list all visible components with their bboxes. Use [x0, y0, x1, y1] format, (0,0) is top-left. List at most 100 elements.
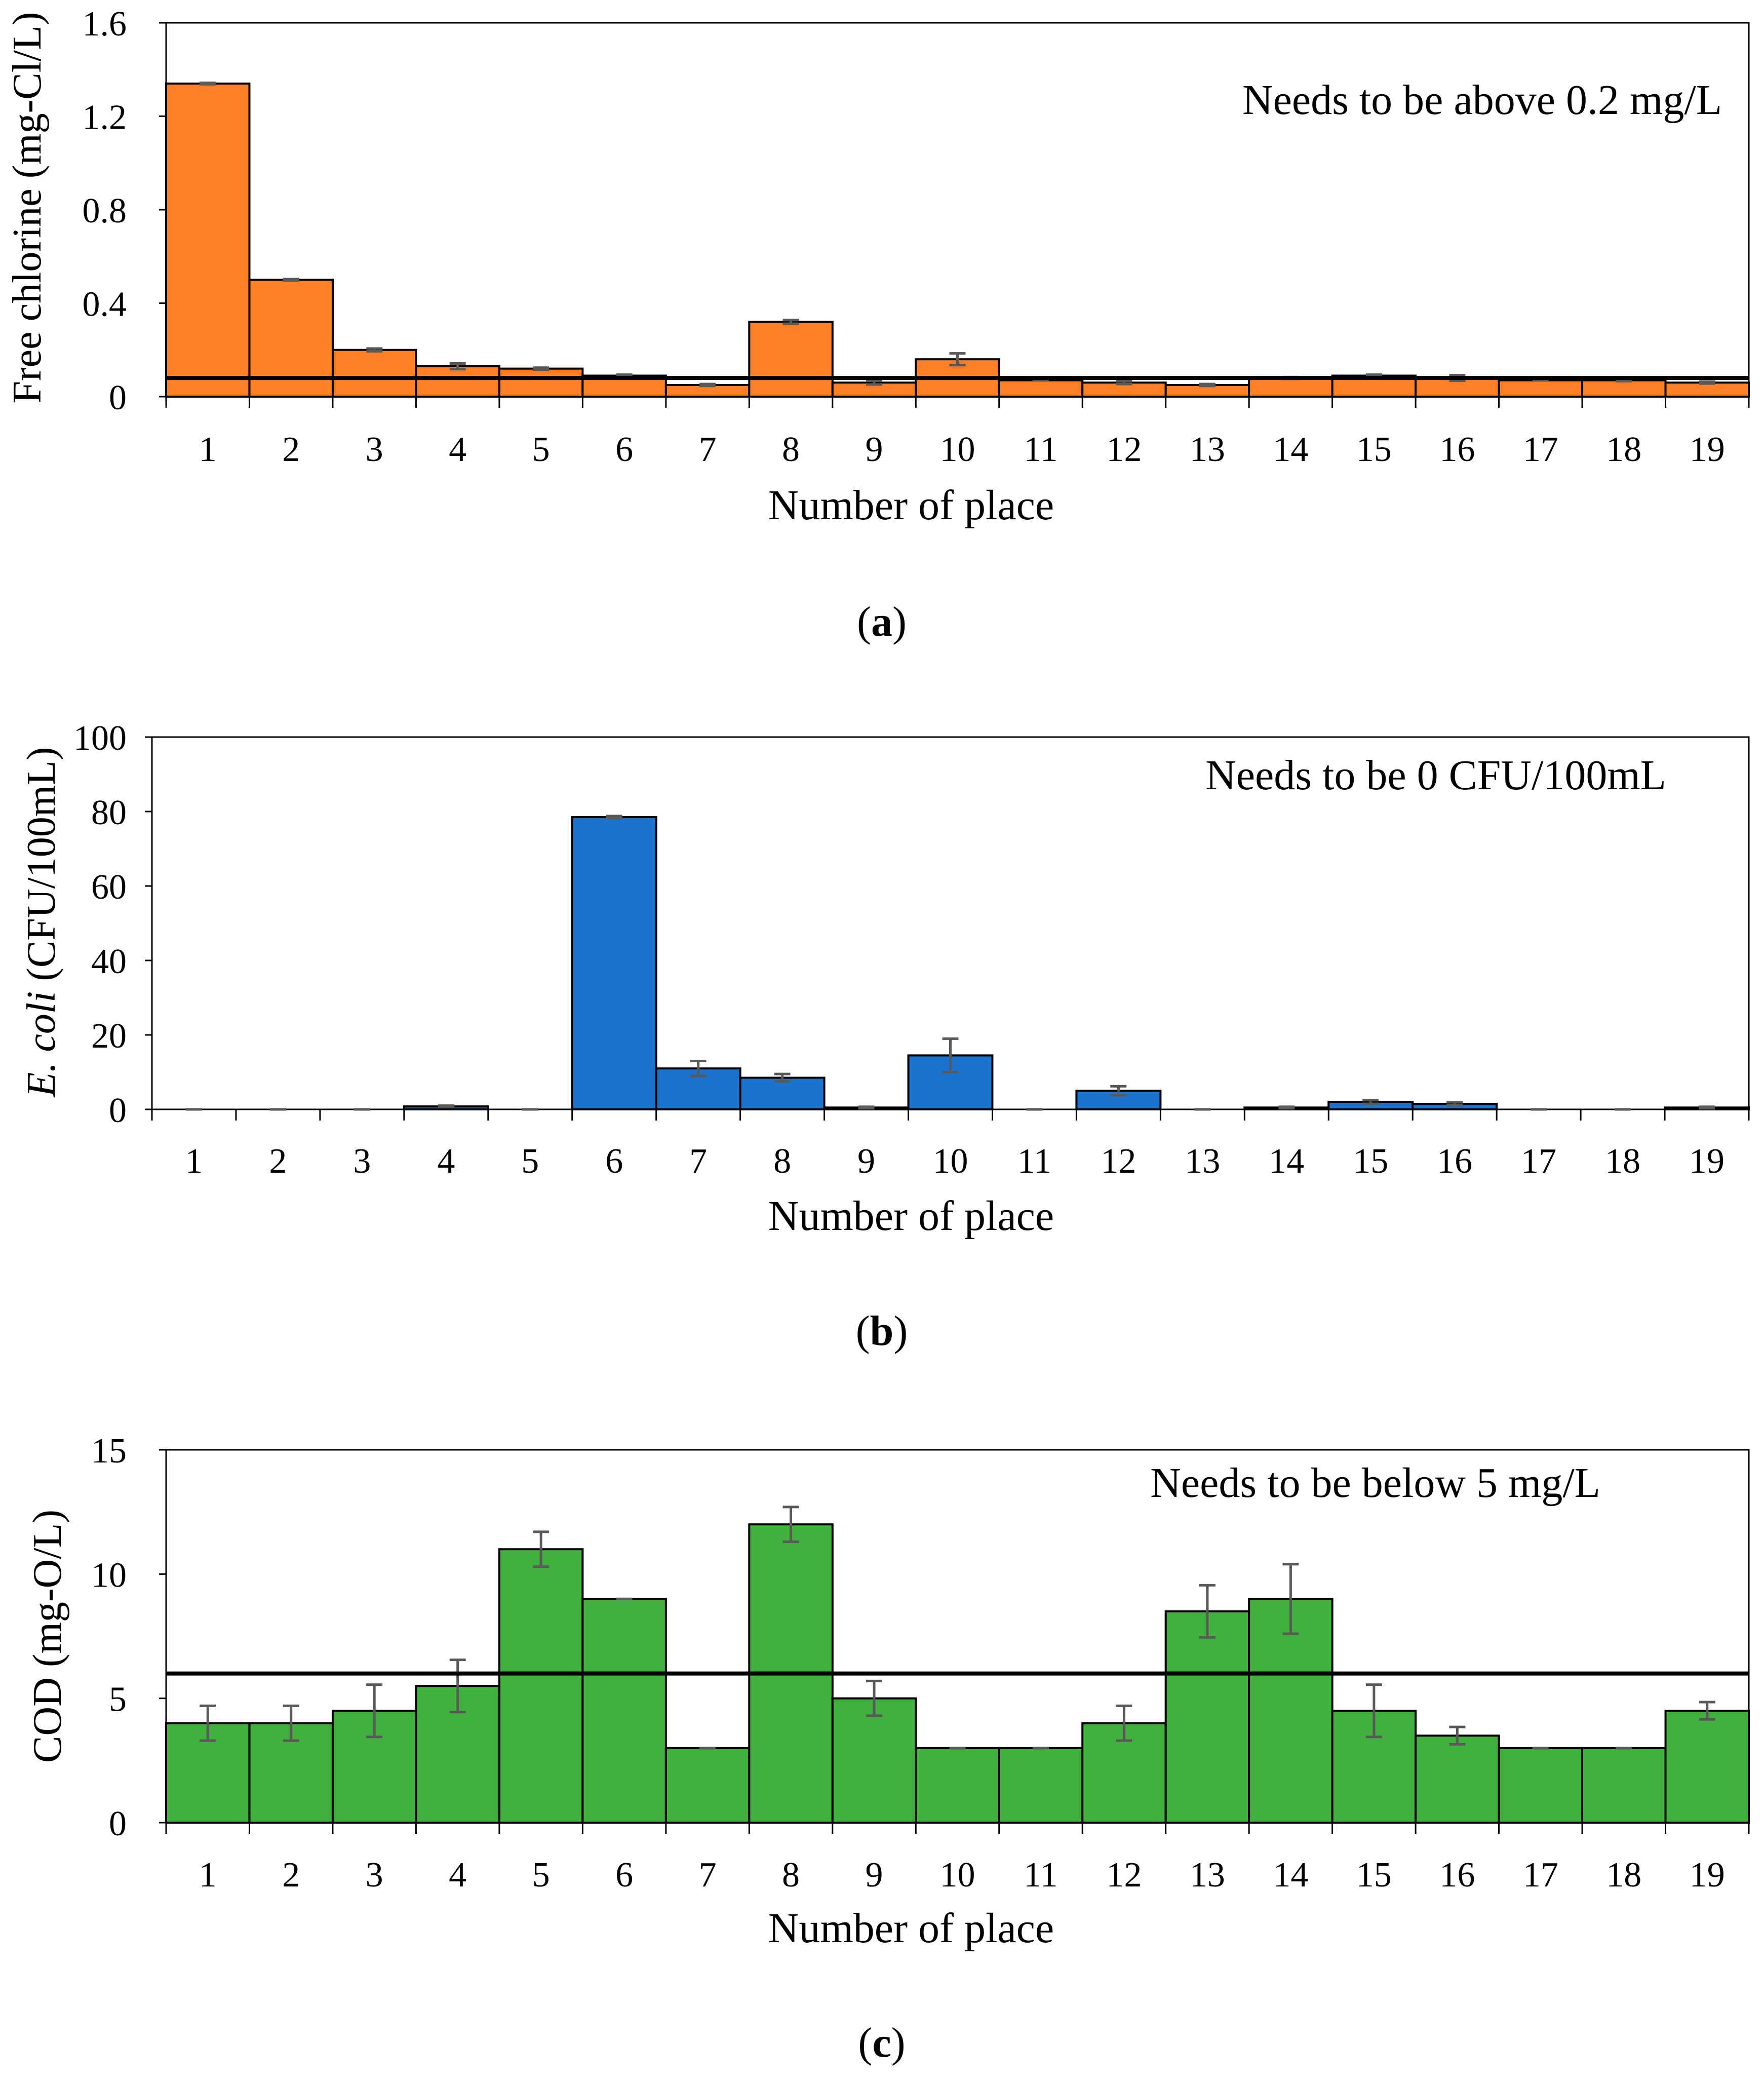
bar-16: [1415, 1734, 1500, 1824]
error-bar-19: [1699, 1105, 1715, 1110]
bar-17: [1498, 379, 1584, 398]
error-bar-15: [1362, 1099, 1379, 1105]
x-tick-label: 6: [615, 430, 633, 469]
panel-a-caption: (a): [857, 598, 907, 645]
error-bar-5: [533, 1530, 550, 1568]
error-bar-5: [533, 366, 550, 371]
error-bar-9: [866, 379, 883, 386]
error-bar-14: [1282, 1563, 1299, 1635]
error-bar-8: [774, 1072, 791, 1083]
x-tick-label: 13: [1185, 1142, 1220, 1181]
panel-b-bars: [403, 816, 1750, 1111]
x-tick-label: 5: [521, 1142, 539, 1181]
x-tick-label: 9: [857, 1142, 875, 1181]
error-bar-13: [1199, 1584, 1216, 1639]
x-tick-label: 16: [1439, 430, 1475, 469]
y-tick-label: 1.6: [83, 5, 127, 44]
panel-a-caption-letter: a: [871, 598, 892, 645]
bar-3: [331, 349, 417, 398]
error-bar-19: [1699, 380, 1715, 385]
x-tick-label: 10: [940, 1856, 975, 1895]
y-tick-label: 0.4: [83, 285, 127, 324]
error-bar-8: [782, 1506, 799, 1544]
y-tick-label: 40: [91, 942, 127, 981]
panel-a-x-axis-ticks: 1 2 3 4 5 6 7 8 9 10 11 12 13 14 15 16 17 18 19: [165, 397, 1750, 469]
x-tick-label: 17: [1523, 1856, 1558, 1895]
x-tick-label: 7: [699, 1856, 717, 1895]
y-tick-label: 0: [109, 1091, 127, 1130]
x-tick-label: 7: [689, 1142, 707, 1181]
error-bar-13: [1199, 382, 1216, 388]
x-tick-label: 8: [773, 1142, 791, 1181]
x-tick-label: 17: [1521, 1142, 1556, 1181]
panel-a-bars: [165, 82, 1750, 398]
bar-8: [739, 1076, 826, 1110]
panel-c-annotation: Needs to be below 5 mg/L: [1150, 1459, 1600, 1507]
panel-b-y-axis-ticks: 0 20 40 60 80 100: [73, 719, 152, 1130]
x-tick-label: 6: [605, 1142, 623, 1181]
error-bar-8: [782, 319, 799, 325]
x-tick-label: 3: [353, 1142, 371, 1181]
panel-b-x-axis-ticks: 1 2 3 4 5 6 7 8 9 10 11 12 13 14 15 16 17 18 19: [151, 1109, 1750, 1181]
panel-b-annotation: Needs to be 0 CFU/100mL: [1205, 752, 1666, 799]
x-tick-label: 11: [1017, 1142, 1051, 1181]
panel-c-x-axis-label: Number of place: [768, 1905, 1054, 1952]
bar-4: [415, 365, 500, 398]
y-tick-label: 0: [109, 1804, 127, 1843]
bar-19: [1664, 381, 1750, 398]
x-tick-label: 13: [1190, 430, 1225, 469]
x-tick-label: 15: [1353, 1142, 1388, 1181]
panel-b-y-axis-label: E. coli (CFU/100mL): [19, 747, 64, 1097]
y-tick-label: 80: [91, 793, 127, 832]
x-tick-label: 18: [1606, 1856, 1641, 1895]
error-bar-1: [200, 1704, 216, 1742]
error-bar-3: [366, 1683, 383, 1739]
panel-a-x-axis-label: Number of place: [768, 482, 1054, 529]
x-tick-label: 2: [282, 430, 300, 469]
y-tick-label: 15: [91, 1432, 127, 1471]
x-tick-label: 12: [1106, 430, 1142, 469]
x-tick-label: 4: [449, 430, 466, 469]
bar-18: [1581, 379, 1667, 398]
panel-b-x-axis-label: Number of place: [768, 1192, 1054, 1240]
panel-c-x-axis-ticks: 1 2 3 4 5 6 7 8 9 10 11 12 13 14 15 16 17 18 19: [165, 1823, 1750, 1895]
y-tick-label: 5: [109, 1680, 127, 1719]
error-bar-14: [1278, 1105, 1295, 1110]
bar-8: [748, 321, 834, 398]
bar-11: [998, 1747, 1084, 1824]
y-tick-label: 1.2: [83, 98, 127, 137]
bar-13: [1164, 1610, 1250, 1824]
bar-7: [664, 1747, 751, 1824]
bar-5: [498, 367, 584, 398]
error-bar-12: [1116, 1704, 1132, 1742]
x-tick-label: 19: [1690, 1856, 1725, 1895]
panel-b-y-axis-label-units: (CFU/100mL): [19, 747, 64, 991]
x-tick-label: 5: [532, 430, 550, 469]
x-tick-label: 1: [185, 1142, 203, 1181]
error-bar-16: [1446, 1101, 1463, 1107]
error-bar-7: [699, 382, 716, 388]
error-bar-10: [942, 1037, 959, 1073]
panel-a-annotation: Needs to be above 0.2 mg/L: [1242, 76, 1722, 124]
x-tick-label: 16: [1437, 1142, 1472, 1181]
panel-a-y-axis-label: Free chlorine (mg-Cl/L): [5, 12, 50, 403]
panel-a-y-axis-ticks: 0 0.4 0.8 1.2 1.6: [83, 5, 166, 417]
error-bar-10: [949, 352, 966, 367]
x-tick-label: 16: [1439, 1856, 1475, 1895]
error-bar-19: [1699, 1701, 1715, 1721]
error-bar-12: [1110, 1085, 1127, 1097]
error-bar-12: [1116, 380, 1132, 385]
error-bar-16: [1449, 1725, 1466, 1746]
panel-b-error-bars: [185, 815, 1715, 1111]
bar-5: [498, 1548, 584, 1824]
bar-17: [1498, 1747, 1584, 1824]
bar-10: [915, 1747, 1000, 1824]
x-tick-label: 4: [437, 1142, 455, 1181]
bar-18: [1581, 1747, 1667, 1824]
bar-6: [571, 816, 657, 1110]
x-tick-label: 9: [866, 430, 883, 469]
error-bar-2: [283, 278, 299, 282]
panel-a-chart: 00.40.81.21.6 1 2 3 4 5 6 7 8 9 10 11 12 13 14 15 16 17 1…: [5, 5, 1750, 645]
panel-c-error-bars: [200, 1506, 1715, 1750]
